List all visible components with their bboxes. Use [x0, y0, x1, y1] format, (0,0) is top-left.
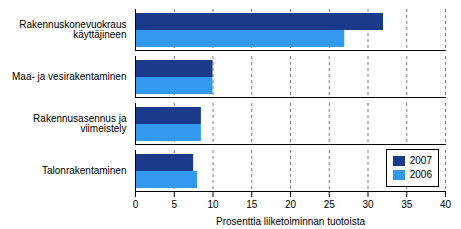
svg-text:15: 15	[246, 199, 258, 210]
svg-text:Prosenttia liiketoiminnan tuot: Prosenttia liiketoiminnan tuotoista	[216, 216, 365, 227]
svg-text:0: 0	[133, 199, 139, 210]
svg-text:40: 40	[440, 199, 452, 210]
html-text:2006: 2006	[409, 169, 432, 180]
svg-text:35: 35	[401, 199, 413, 210]
svg-text:Talonrakentaminen: Talonrakentaminen	[42, 165, 127, 176]
svg-text:5: 5	[171, 199, 177, 210]
svg-text:10: 10	[207, 199, 219, 210]
html-text:2007: 2007	[409, 155, 432, 166]
svg-text:Rakennusasennus javiimeistely: Rakennusasennus javiimeistely	[33, 113, 127, 134]
svg-text:30: 30	[362, 199, 374, 210]
svg-text:Maa- ja vesirakentaminen: Maa- ja vesirakentaminen	[12, 71, 127, 82]
svg-text:25: 25	[324, 199, 336, 210]
svg-text:Rakennuskonevuokrauskäyttäjine: Rakennuskonevuokrauskäyttäjineen	[19, 19, 126, 40]
svg-text:20: 20	[285, 199, 297, 210]
